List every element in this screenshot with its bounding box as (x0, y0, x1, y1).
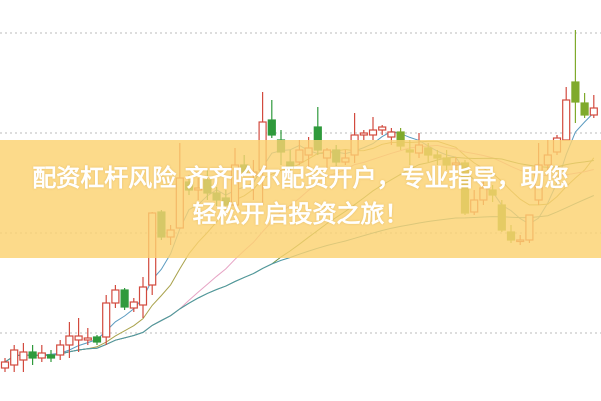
candle-up (56, 344, 65, 356)
candle-up (359, 132, 368, 136)
candle-down (580, 102, 589, 116)
candle-up (138, 286, 148, 306)
candle-down (92, 336, 102, 343)
banner-text: 配资杠杆风险 齐齐哈尔配资开户，专业指导，助您 轻松开启投资之旅！ (0, 160, 601, 232)
candle-up (589, 107, 598, 116)
candle-up (111, 289, 120, 304)
candle-up (65, 335, 74, 346)
banner-line-2: 轻松开启投资之旅！ (192, 200, 409, 228)
candle-up (74, 335, 83, 341)
candle-up (562, 99, 571, 141)
banner-line-1: 配资杠杆风险 齐齐哈尔配资开户，专业指导，助您 (32, 164, 569, 192)
candle-down (267, 119, 276, 136)
candle-down (46, 354, 56, 359)
candle-up (37, 352, 46, 359)
candle-down (571, 81, 580, 103)
candle-up (83, 337, 92, 341)
candle-down (28, 351, 37, 359)
candle-up (378, 126, 387, 131)
candle-up (0, 361, 10, 369)
candle-up (129, 301, 138, 309)
candle-up (19, 351, 28, 361)
candle-down (120, 289, 129, 308)
candle-up (387, 131, 396, 138)
title-banner (0, 140, 601, 258)
candle-up (102, 302, 111, 338)
candle-up (10, 349, 19, 366)
candle-up (368, 129, 378, 136)
